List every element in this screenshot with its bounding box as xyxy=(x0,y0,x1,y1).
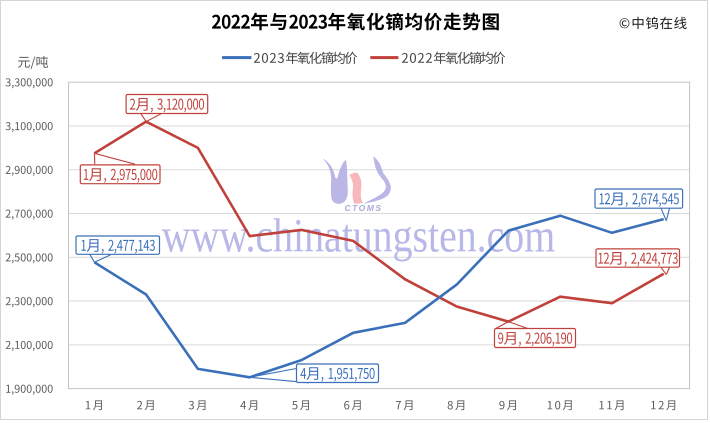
svg-text:CTOMS: CTOMS xyxy=(344,203,382,213)
svg-text:www.chinatungsten.com: www.chinatungsten.com xyxy=(162,209,555,262)
